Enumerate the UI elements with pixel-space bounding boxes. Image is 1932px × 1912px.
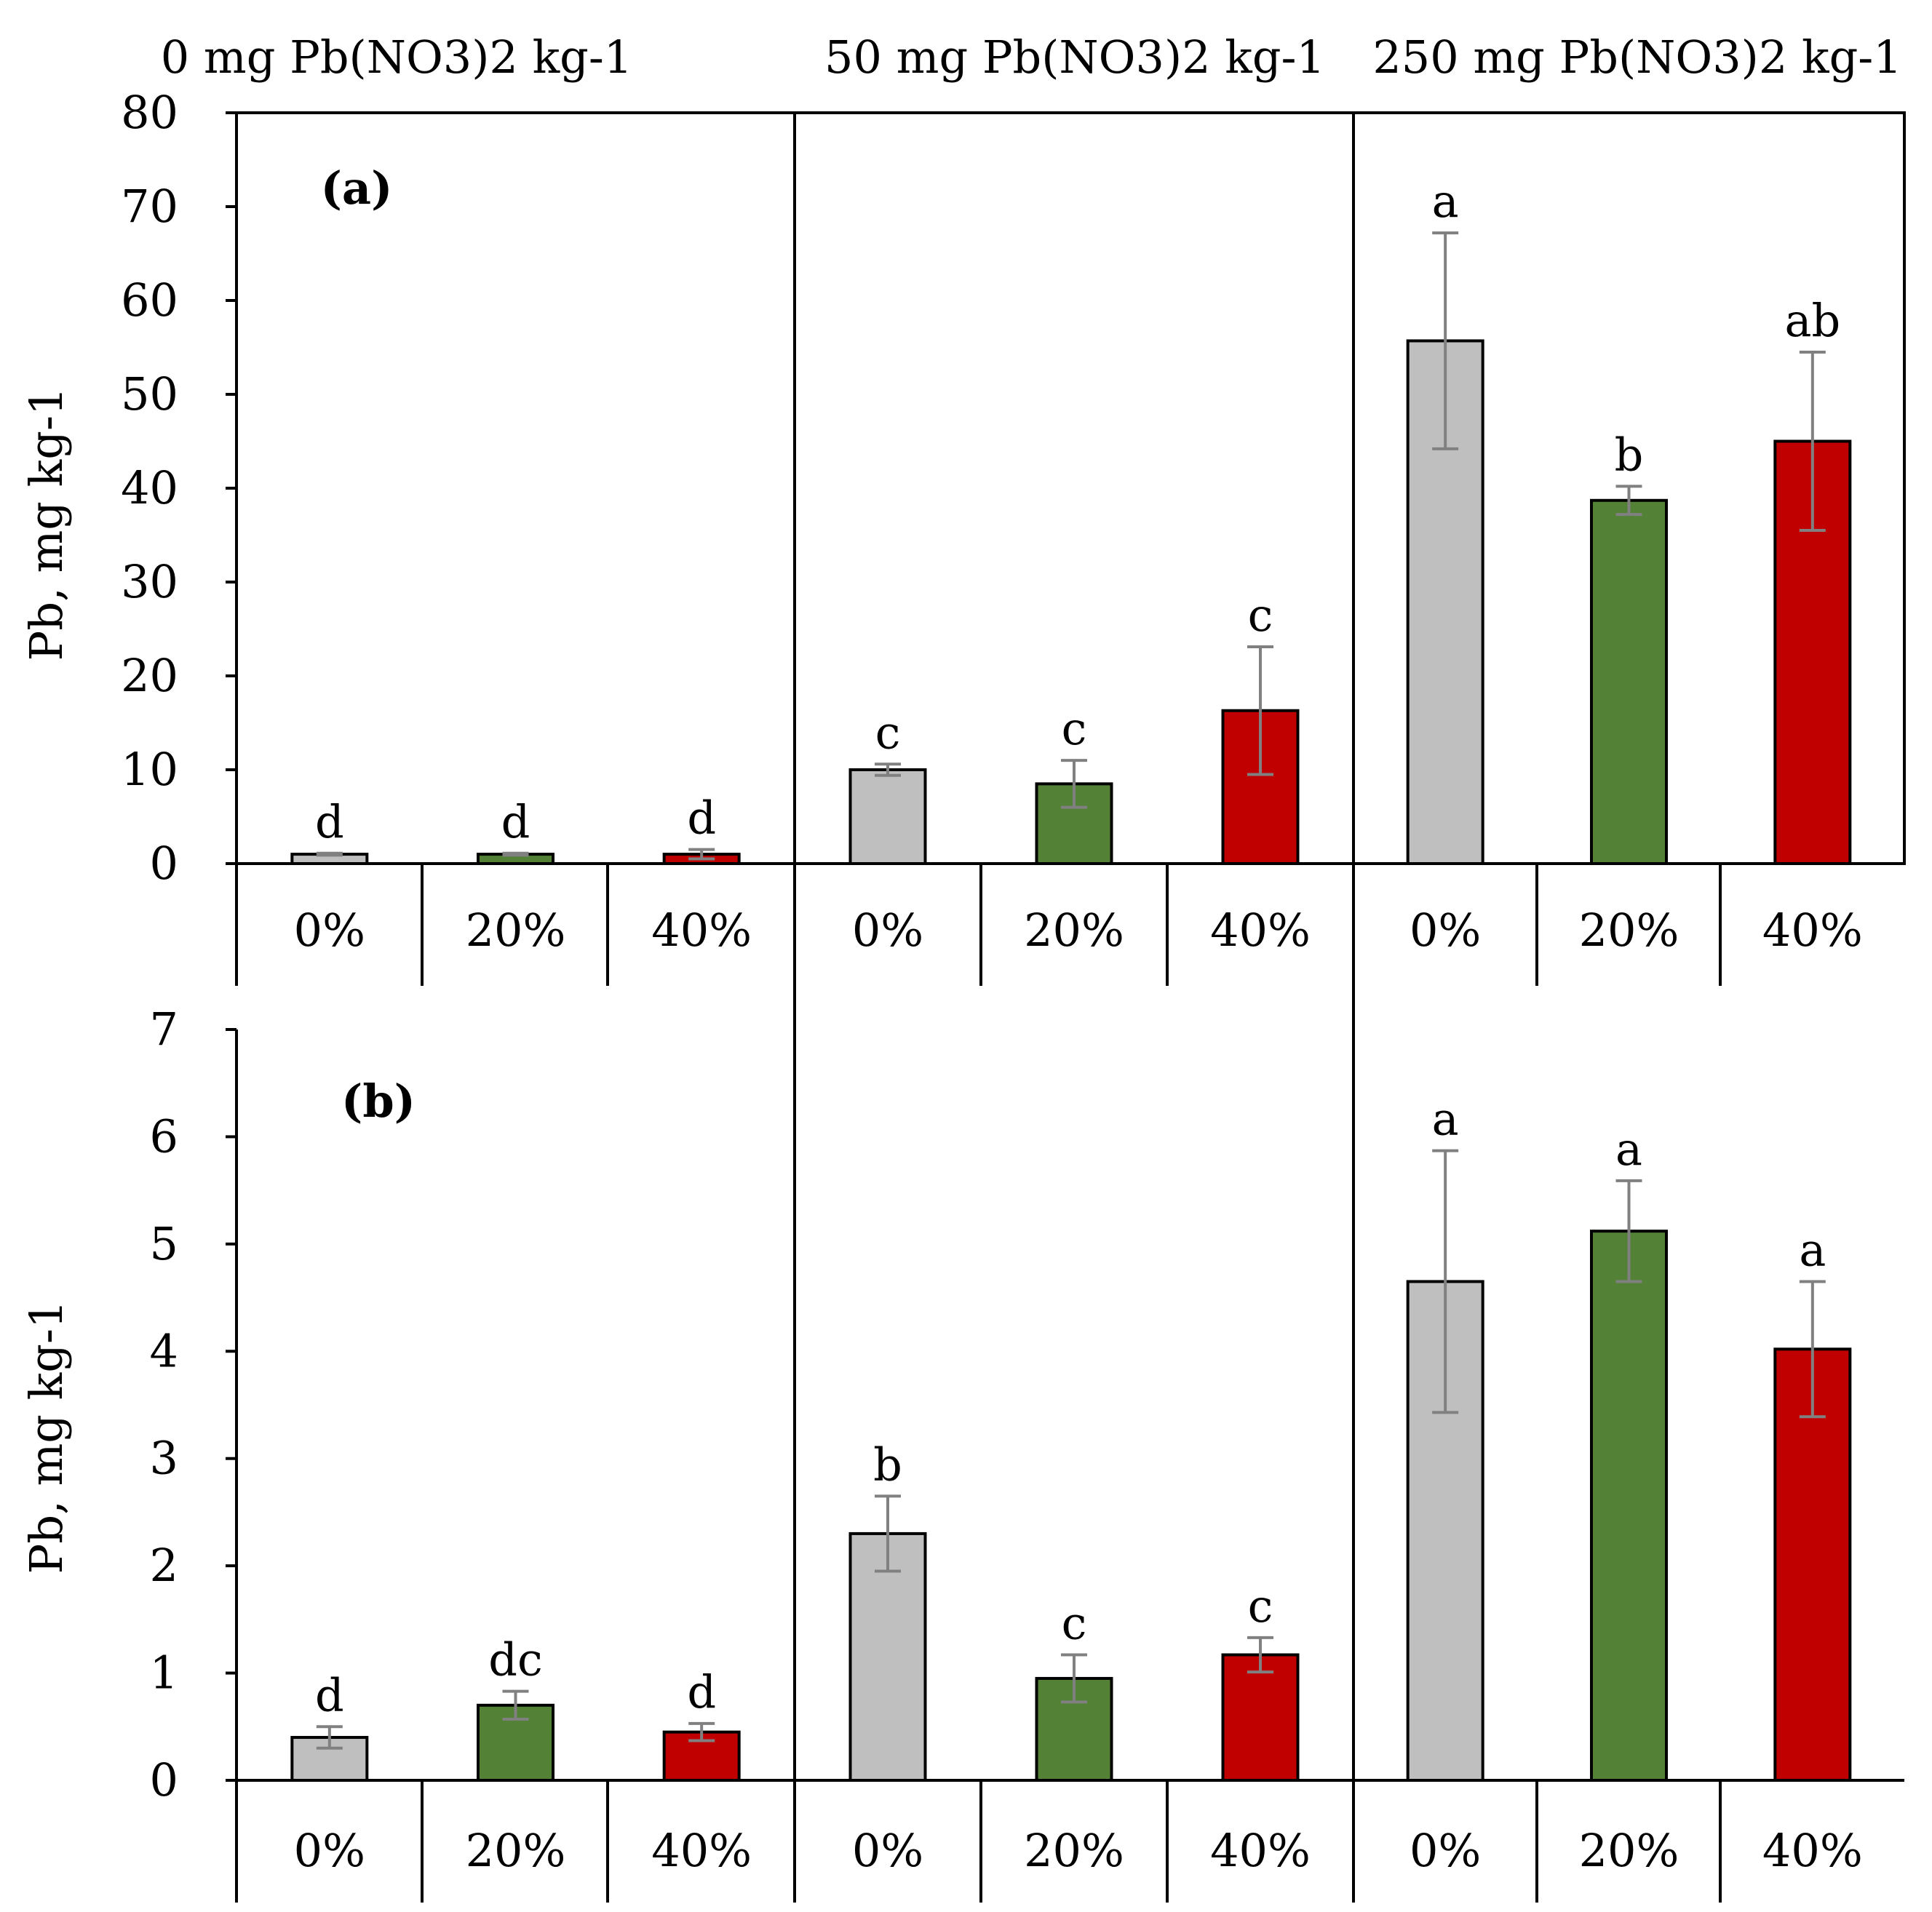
significance-letter: a — [1615, 1123, 1642, 1176]
significance-letter: a — [1432, 175, 1459, 228]
panel-a-ticks: 0 10 20 30 40 50 60 70 80 — [121, 86, 238, 890]
panel-a-ytick-label: 80 — [121, 86, 178, 139]
significance-letter: d — [687, 792, 716, 845]
significance-letter: d — [315, 1668, 344, 1721]
group-title-2: 250 mg Pb(NO3)2 kg-1 — [1372, 31, 1901, 84]
bar-panel-a-group-2-0% — [1406, 339, 1484, 866]
panel-a-label: (a) — [321, 162, 393, 215]
significance-letter: d — [687, 1665, 716, 1718]
panel-a-ytick-label: 30 — [121, 555, 178, 608]
category-label: 0% — [1410, 904, 1481, 957]
category-label: 20% — [1579, 904, 1679, 957]
category-label: 40% — [1762, 1824, 1863, 1877]
panel-a-ylabel: Pb, mg kg-1 — [20, 387, 73, 661]
panel-a-ytick-label: 40 — [121, 461, 178, 514]
group-title-1: 50 mg Pb(NO3)2 kg-1 — [824, 31, 1325, 84]
category-label: 40% — [651, 904, 752, 957]
panel-a-ytick-label: 10 — [121, 743, 178, 796]
panel-b-ytick-label: 1 — [150, 1646, 178, 1700]
significance-letter: c — [1062, 1597, 1087, 1650]
significance-letter: c — [1248, 1580, 1273, 1633]
panel-a-ytick-label: 70 — [121, 180, 178, 233]
significance-letter: d — [501, 795, 530, 848]
category-label: 0% — [294, 1824, 365, 1877]
category-label: 0% — [852, 1824, 923, 1877]
panel-a: (a) Pb, mg kg-1 0 10 20 30 40 50 60 70 80 d d d c c c… — [20, 86, 1906, 986]
category-label: 40% — [1210, 1824, 1311, 1877]
category-label: 0% — [1410, 1824, 1481, 1877]
panel-b-label: (b) — [341, 1075, 416, 1128]
significance-letter: c — [875, 706, 901, 759]
panel-a-ytick-label: 20 — [121, 649, 178, 702]
category-label: 0% — [294, 904, 365, 957]
bar-panel-a-group-1-0% — [848, 768, 927, 865]
category-label: 40% — [1762, 904, 1863, 957]
significance-letter: d — [315, 795, 344, 848]
panel-a-ytick-label: 0 — [150, 837, 178, 890]
significance-letter: ab — [1785, 294, 1841, 347]
category-label: 40% — [1210, 904, 1311, 957]
significance-letter: a — [1799, 1223, 1826, 1276]
bar-panel-b-group-2-20% — [1590, 1230, 1668, 1782]
category-label: 0% — [852, 904, 923, 957]
panel-b-ytick-label: 2 — [150, 1539, 178, 1592]
bar-panel-b-group-1-40% — [1221, 1653, 1300, 1782]
panel-b-ytick-label: 5 — [150, 1217, 178, 1270]
significance-letter: b — [1615, 428, 1644, 481]
panel-a-categories: 0% 20% 40% 0% 20% 40% 0% 20% 40% — [235, 862, 1904, 986]
panel-b-categories: 0% 20% 40% 0% 20% 40% 0% 20% 40% — [235, 1779, 1904, 1903]
category-label: 20% — [1024, 1824, 1124, 1877]
panel-b-ytick-label: 3 — [150, 1432, 178, 1485]
panel-a-ytick-label: 60 — [121, 274, 178, 327]
panel-a-ytick-label: 50 — [121, 367, 178, 421]
panel-b-ytick-label: 6 — [150, 1110, 178, 1163]
panel-b: (b) Pb, mg kg-1 0 1 2 3 4 5 6 7 d dc d b c c a a a 0% 20… — [20, 986, 1904, 1903]
group-title-0: 0 mg Pb(NO3)2 kg-1 — [161, 31, 632, 84]
panel-b-ytick-label: 7 — [150, 1003, 178, 1056]
category-label: 20% — [1024, 904, 1124, 957]
panel-b-ytick-label: 0 — [150, 1753, 178, 1807]
bar-panel-a-group-2-20% — [1590, 498, 1668, 866]
category-label: 20% — [1579, 1824, 1679, 1877]
panel-b-ylabel: Pb, mg kg-1 — [20, 1300, 73, 1574]
category-label: 20% — [466, 1824, 566, 1877]
significance-letter: dc — [488, 1633, 542, 1686]
panel-b-ytick-label: 4 — [150, 1324, 178, 1377]
panel-b-ticks: 0 1 2 3 4 5 6 7 — [150, 1003, 238, 1807]
category-label: 40% — [651, 1824, 752, 1877]
significance-letter: c — [1062, 702, 1087, 755]
significance-letter: b — [873, 1438, 902, 1491]
significance-letter: c — [1248, 589, 1273, 642]
panel-b-bars: d dc d b c c a a a — [290, 1093, 1852, 1782]
significance-letter: a — [1432, 1093, 1459, 1146]
category-label: 20% — [466, 904, 566, 957]
